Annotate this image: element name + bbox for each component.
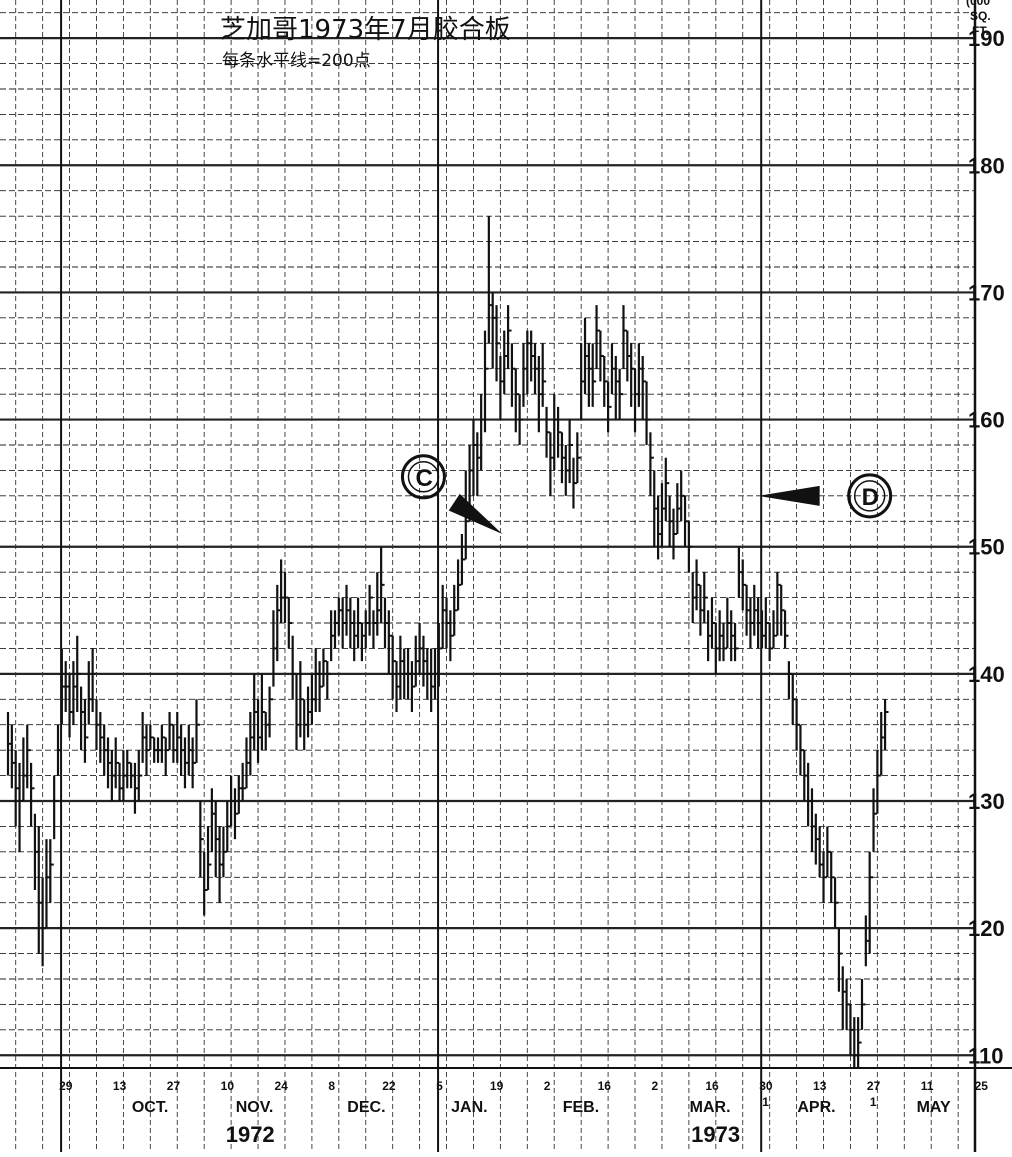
y-tick-label: 140 [968,662,1005,687]
x-month-label: DEC. [347,1099,385,1116]
x-day-tick-label: 19 [490,1079,504,1093]
x-month-label: MAR. [690,1099,731,1116]
x-day-tick-label: 13 [113,1079,127,1093]
x-day-tick-label: 13 [813,1079,827,1093]
x-month-label: MAY [917,1099,951,1116]
x-month-label: JAN. [451,1099,487,1116]
x-day-tick-label: 10 [221,1079,235,1093]
x-day-tick-label: 27 [167,1079,181,1093]
annotations: CD [400,454,893,534]
x-month-label: OCT. [132,1099,168,1116]
unit-label-line3: FT. [972,24,989,38]
x-day-tick-label: 5 [436,1079,443,1093]
y-tick-label: 180 [968,153,1005,178]
x-month-label: APR. [797,1099,835,1116]
y-tick-label: 170 [968,280,1005,305]
annotation-arrow [448,493,503,534]
annotation-circle [847,473,893,519]
annotation-arrow [758,485,820,506]
x-day-tick-label-row2: 1 [870,1095,877,1109]
x-month-label: FEB. [563,1099,599,1116]
x-month-label: NOV. [236,1099,274,1116]
grid [0,0,975,1152]
x-day-tick-label: 16 [598,1079,612,1093]
x-day-tick-label-row2: 1 [762,1095,769,1109]
x-day-tick-label: 2 [544,1079,551,1093]
y-tick-label: 130 [968,789,1005,814]
x-day-tick-label: 2 [651,1079,658,1093]
unit-label-line2: SQ. [970,9,991,23]
annotation-label-c: C [415,465,432,492]
x-day-tick-label: 8 [328,1079,335,1093]
x-year-label: 1972 [226,1122,275,1147]
annotation-circle [400,454,446,500]
x-day-tick-label: 16 [705,1079,719,1093]
y-tick-label: 160 [968,408,1005,433]
annotation-inner-circle [407,461,440,493]
y-tick-label: 120 [968,916,1005,941]
x-day-tick-label: 25 [975,1079,989,1093]
x-day-tick-label: 27 [867,1079,881,1093]
x-day-tick-label: 22 [382,1079,396,1093]
y-tick-label: 110 [968,1043,1004,1068]
x-day-tick-label: 29 [59,1079,73,1093]
x-year-label: 1973 [691,1122,740,1147]
chart-title: 芝加哥1973年7月胶合板 [220,15,511,45]
x-day-tick-label: 24 [275,1079,289,1093]
x-day-tick-label: 30 [759,1079,773,1093]
unit-label-line1: (000 [966,0,990,8]
annotation-inner-circle [853,480,886,512]
price-bars [6,216,889,1068]
annotation-label-d: D [862,484,879,511]
x-day-tick-label: 11 [921,1079,934,1093]
y-tick-label: 190 [968,26,1005,51]
chart-subtitle: 每条水平线=200点 [222,51,371,71]
y-tick-label: 150 [968,535,1005,560]
